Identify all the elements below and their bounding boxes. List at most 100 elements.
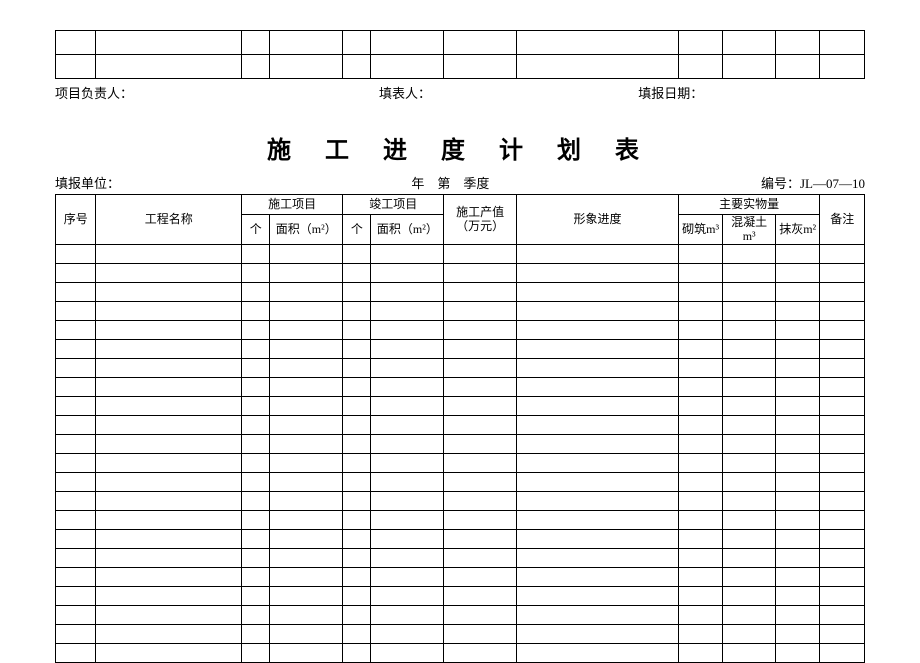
table-row <box>56 301 865 320</box>
table-cell <box>242 244 270 263</box>
table-cell <box>678 624 722 643</box>
table-cell <box>678 567 722 586</box>
table-row <box>56 624 865 643</box>
table-cell <box>820 377 865 396</box>
top-table-cell <box>517 55 679 79</box>
table-cell <box>96 396 242 415</box>
table-cell <box>517 263 679 282</box>
header-area-1: 面积（m²） <box>270 215 343 245</box>
table-cell <box>820 624 865 643</box>
table-cell <box>242 339 270 358</box>
table-cell <box>96 624 242 643</box>
table-cell <box>371 643 444 662</box>
table-cell <box>343 301 371 320</box>
table-cell <box>343 472 371 491</box>
table-cell <box>723 263 776 282</box>
table-cell <box>444 605 517 624</box>
table-cell <box>242 605 270 624</box>
table-cell <box>242 624 270 643</box>
meta-row: 填报单位： 年 第 季度 编号：JL—07—10 <box>55 173 865 192</box>
table-cell <box>678 529 722 548</box>
table-cell <box>96 415 242 434</box>
table-cell <box>242 263 270 282</box>
table-cell <box>820 453 865 472</box>
table-cell <box>820 586 865 605</box>
table-cell <box>678 643 722 662</box>
table-cell <box>270 567 343 586</box>
table-cell <box>517 282 679 301</box>
table-cell <box>343 529 371 548</box>
filler-label: 填表人： <box>379 83 638 102</box>
table-cell <box>96 263 242 282</box>
table-cell <box>820 415 865 434</box>
table-cell <box>820 605 865 624</box>
table-cell <box>343 548 371 567</box>
table-cell <box>56 491 96 510</box>
table-cell <box>343 358 371 377</box>
table-cell <box>723 472 776 491</box>
header-area-2: 面积（m²） <box>371 215 444 245</box>
table-cell <box>270 415 343 434</box>
table-cell <box>56 453 96 472</box>
top-table-cell <box>96 55 242 79</box>
table-cell <box>775 529 819 548</box>
table-cell <box>96 453 242 472</box>
table-cell <box>56 510 96 529</box>
table-row <box>56 358 865 377</box>
table-cell <box>444 396 517 415</box>
table-cell <box>820 491 865 510</box>
table-cell <box>343 377 371 396</box>
table-cell <box>371 548 444 567</box>
table-cell <box>270 548 343 567</box>
header-construction-item: 施工项目 <box>242 195 343 215</box>
table-cell <box>820 263 865 282</box>
top-table-cell <box>371 31 444 55</box>
table-cell <box>444 643 517 662</box>
table-cell <box>56 301 96 320</box>
table-cell <box>270 529 343 548</box>
header-count-1: 个 <box>242 215 270 245</box>
table-cell <box>723 301 776 320</box>
table-cell <box>678 605 722 624</box>
table-cell <box>56 358 96 377</box>
report-date-label: 填报日期： <box>638 83 865 102</box>
table-cell <box>96 282 242 301</box>
table-row <box>56 567 865 586</box>
table-cell <box>343 263 371 282</box>
top-table-cell <box>678 55 722 79</box>
table-cell <box>775 453 819 472</box>
table-row <box>56 396 865 415</box>
table-cell <box>723 453 776 472</box>
table-cell <box>723 377 776 396</box>
table-cell <box>270 472 343 491</box>
header-image-progress: 形象进度 <box>517 195 679 245</box>
table-cell <box>678 320 722 339</box>
table-row <box>56 548 865 567</box>
table-cell <box>343 643 371 662</box>
table-cell <box>371 282 444 301</box>
table-cell <box>444 453 517 472</box>
table-cell <box>444 529 517 548</box>
table-cell <box>371 510 444 529</box>
table-cell <box>444 377 517 396</box>
table-cell <box>775 605 819 624</box>
table-cell <box>517 643 679 662</box>
table-cell <box>242 529 270 548</box>
table-cell <box>242 548 270 567</box>
top-table-cell <box>678 31 722 55</box>
table-cell <box>371 396 444 415</box>
table-cell <box>723 586 776 605</box>
table-cell <box>820 472 865 491</box>
table-cell <box>96 567 242 586</box>
table-cell <box>371 491 444 510</box>
table-cell <box>343 339 371 358</box>
table-cell <box>270 434 343 453</box>
table-cell <box>56 415 96 434</box>
table-cell <box>371 339 444 358</box>
table-cell <box>723 434 776 453</box>
table-cell <box>678 339 722 358</box>
top-table-cell <box>242 31 270 55</box>
table-cell <box>820 643 865 662</box>
table-cell <box>343 434 371 453</box>
table-cell <box>96 244 242 263</box>
